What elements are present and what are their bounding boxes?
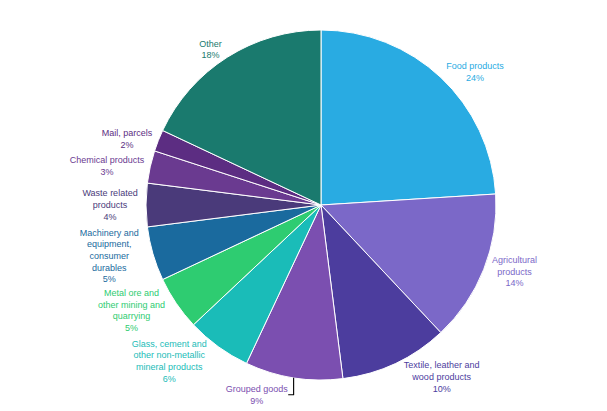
svg-text:Food products24%: Food products24%: [446, 61, 504, 83]
svg-text:Textile, leather andwood produ: Textile, leather andwood products10%: [404, 360, 480, 393]
svg-text:Machinery andequipment,consume: Machinery andequipment,consumerdurables5…: [80, 228, 139, 285]
svg-text:Other18%: Other18%: [199, 39, 222, 61]
svg-text:Mail, parcels2%: Mail, parcels2%: [102, 128, 153, 150]
svg-text:Agriculturalproducts14%: Agriculturalproducts14%: [492, 255, 537, 288]
svg-text:Grouped goods9%: Grouped goods9%: [226, 384, 289, 406]
svg-text:Chemical products3%: Chemical products3%: [70, 155, 145, 177]
svg-text:Glass, cement andother non-met: Glass, cement andother non-metallicminer…: [132, 339, 207, 384]
svg-text:Waste relatedproducts4%: Waste relatedproducts4%: [82, 188, 137, 221]
svg-text:Metal ore andother mining andq: Metal ore andother mining andquarrying5%: [98, 288, 165, 333]
